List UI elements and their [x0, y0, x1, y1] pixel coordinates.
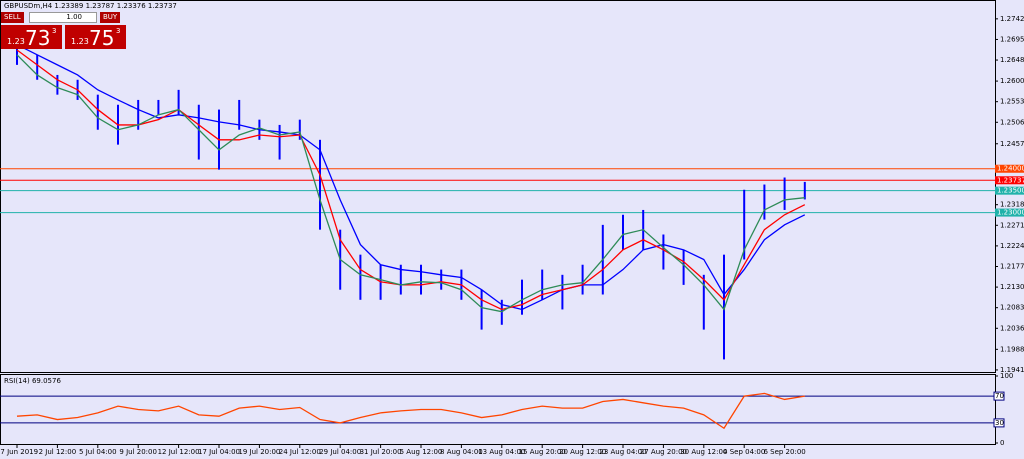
level-label: 1.24000 [997, 165, 1024, 173]
x-tick-label: 29 Jul 04:00 [319, 448, 361, 456]
y-tick-label: 1.27420 [1000, 15, 1024, 23]
buy-button[interactable]: BUY [100, 12, 121, 23]
y-tick-label: 1.21300 [1000, 283, 1024, 291]
sell-button[interactable]: SELL [1, 12, 24, 23]
level-label: 1.23500 [997, 187, 1024, 195]
level-label-box [993, 391, 1005, 401]
x-tick-label: 9 Jul 20:00 [119, 448, 157, 456]
x-tick-label: 6 Sep 20:00 [763, 448, 805, 456]
price-prefix: 1.23 [71, 37, 89, 46]
y-tick-label: 1.26000 [1000, 77, 1024, 85]
x-tick-label: 23 Aug 04:00 [599, 448, 646, 456]
y-tick-label: 1.25530 [1000, 98, 1024, 106]
chart-title: GBPUSDm,H4 1.23389 1.23787 1.23376 1.237… [4, 2, 177, 10]
price-frame [0, 0, 996, 373]
y-tick-label: 1.22710 [1000, 221, 1024, 229]
x-tick-label: 30 Aug 12:00 [680, 448, 727, 456]
rsi-line [16, 392, 805, 430]
x-tick-label: 4 Sep 04:00 [723, 448, 765, 456]
price-prefix: 1.23 [7, 37, 25, 46]
price-big: 75 [89, 26, 115, 50]
y-tick-label: 1.20360 [1000, 324, 1024, 332]
x-tick-label: 24 Jul 12:00 [279, 448, 321, 456]
x-tick-label: 15 Aug 20:00 [519, 448, 566, 456]
price-big: 73 [25, 26, 51, 50]
x-tick-label: 27 Aug 20:00 [640, 448, 687, 456]
price-pip: 3 [52, 27, 57, 35]
y-tick-label: 1.20830 [1000, 304, 1024, 312]
level-label-box [993, 418, 1005, 428]
rsi-title: RSI(14) 69.0576 [4, 377, 61, 385]
level-label: 70 [995, 392, 1004, 400]
x-tick-label: 5 Aug 12:00 [400, 448, 443, 456]
x-tick-label: 31 Jul 20:00 [360, 448, 402, 456]
x-tick-label: 17 Jul 04:00 [198, 448, 240, 456]
moving-average [16, 54, 805, 313]
moving-average [16, 44, 806, 311]
level-label-box [995, 186, 1024, 195]
rsi-frame [0, 374, 996, 445]
level-label-box [995, 208, 1024, 217]
y-tick-label: 1.26480 [1000, 56, 1024, 64]
level-label-box [995, 164, 1024, 173]
x-tick-label: 8 Aug 04:00 [440, 448, 483, 456]
y-tick-label: 1.25060 [1000, 118, 1024, 126]
price-pip: 3 [116, 27, 121, 35]
level-label-box [995, 176, 1024, 185]
buy-price[interactable]: 1.23 75 3 [65, 25, 126, 50]
x-tick-label: 12 Jul 12:00 [158, 448, 200, 456]
y-tick-label: 100 [1000, 372, 1013, 380]
x-tick-label: 20 Aug 12:00 [559, 448, 606, 456]
trade-panel: SELL 1.00 BUY 1.23 73 3 1.23 75 3 [1, 12, 127, 50]
level-label: 30 [995, 419, 1004, 427]
lot-input[interactable]: 1.00 [29, 12, 97, 23]
y-tick-label: 0 [1000, 439, 1004, 447]
y-tick-label: 1.21770 [1000, 262, 1024, 270]
sell-price[interactable]: 1.23 73 3 [1, 25, 62, 50]
x-tick-label: 27 Jun 2019 [0, 448, 38, 456]
level-label: 1.23737 [997, 176, 1024, 184]
y-tick-label: 1.24570 [1000, 140, 1024, 148]
x-tick-label: 5 Jul 04:00 [79, 448, 117, 456]
y-tick-label: 1.22240 [1000, 242, 1024, 250]
y-tick-label: 1.26950 [1000, 35, 1024, 43]
y-tick-label: 1.19410 [1000, 366, 1024, 374]
x-tick-label: 2 Jul 12:00 [39, 448, 77, 456]
y-tick-label: 1.19880 [1000, 345, 1024, 353]
y-tick-label: 1.23180 [1000, 201, 1024, 209]
x-tick-label: 19 Jul 20:00 [238, 448, 280, 456]
level-label: 1.23000 [997, 209, 1024, 217]
x-tick-label: 13 Aug 04:00 [478, 448, 525, 456]
